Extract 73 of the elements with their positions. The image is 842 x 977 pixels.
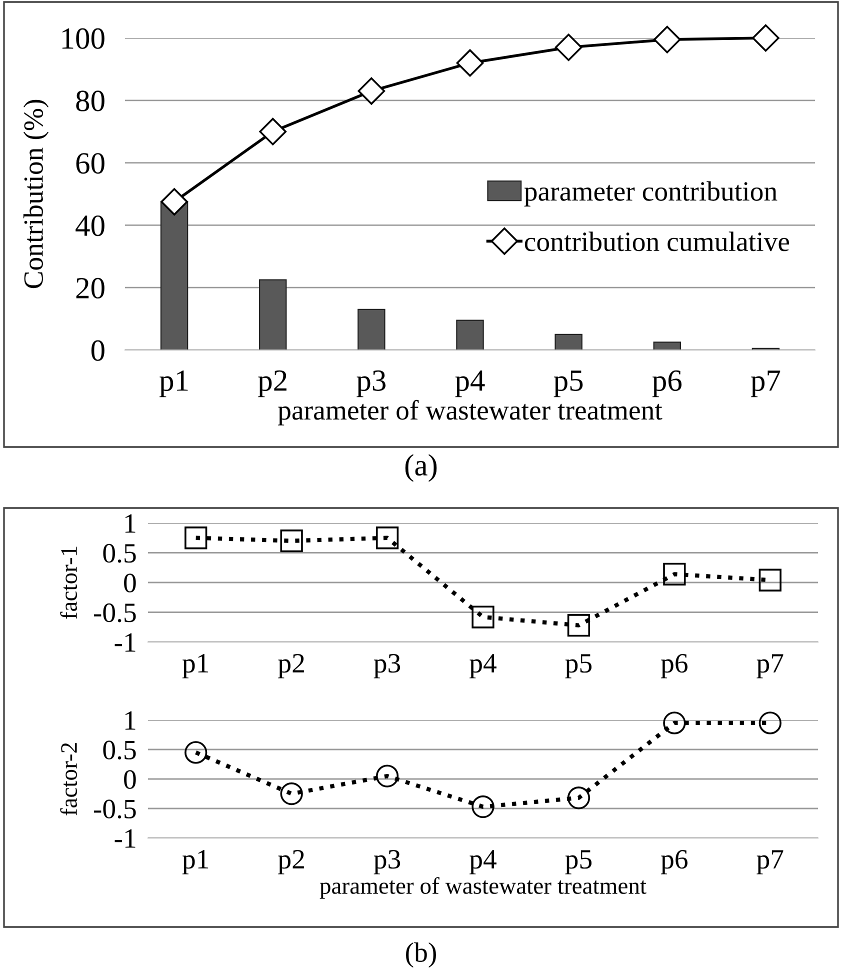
y-tick-label: 1 <box>125 514 136 533</box>
y-tick-label: 100 <box>62 28 104 49</box>
x-tick-label: p5 <box>565 654 592 678</box>
bar <box>653 342 682 350</box>
y-tick-label: 40 <box>76 215 104 236</box>
x-tick-label: p3 <box>374 850 400 874</box>
y-tick-label: 0 <box>91 340 104 361</box>
text: (b) <box>406 942 436 968</box>
point <box>567 786 590 810</box>
point <box>663 562 686 586</box>
bar <box>258 279 287 350</box>
y-tick-label: 0.5 <box>103 740 136 760</box>
y-axis-title: factor-1 <box>60 546 78 619</box>
x-tick-label: p6 <box>660 850 688 874</box>
text: (a) <box>405 454 437 482</box>
x-axis-title: parameter of wastewater treatment <box>278 400 662 426</box>
x-tick-label: p7 <box>750 370 780 398</box>
point <box>376 526 399 550</box>
legend-label: contribution cumulative <box>524 232 790 252</box>
y-tick-label: -1 <box>114 633 136 652</box>
x-tick-label: p4 <box>470 850 496 874</box>
x-tick-label: p6 <box>652 370 682 398</box>
point <box>758 712 782 734</box>
bar <box>456 320 484 350</box>
y-tick-label: 1 <box>125 711 136 730</box>
y-tick-label: 0.5 <box>103 544 136 563</box>
point <box>280 530 303 552</box>
x-tick-label: p6 <box>660 654 688 678</box>
point <box>663 712 686 734</box>
x-tick-label: p1 <box>182 850 208 874</box>
point <box>358 77 386 105</box>
bar <box>160 201 188 350</box>
y-tick-label: 60 <box>76 153 104 174</box>
bar <box>554 334 582 350</box>
y-tick-label: 0 <box>124 574 136 592</box>
x-axis-title: parameter of wastewater treatment <box>320 877 646 899</box>
y-axis-title: Contribution (%) <box>23 100 49 288</box>
point <box>752 24 780 52</box>
y-tick-label: 20 <box>76 278 104 298</box>
point <box>567 614 590 637</box>
x-tick-label: p5 <box>565 850 592 874</box>
x-tick-label: p7 <box>756 850 784 874</box>
x-tick-label: p2 <box>278 654 304 678</box>
bar <box>358 308 386 350</box>
x-tick-label: p2 <box>278 850 304 874</box>
point <box>376 764 399 788</box>
point <box>472 795 494 818</box>
x-tick-label: p4 <box>455 370 485 398</box>
point <box>184 741 208 764</box>
point <box>259 118 287 146</box>
y-tick-label: -0.5 <box>94 603 136 622</box>
point <box>456 49 484 77</box>
legend-label: parameter contribution <box>524 181 778 206</box>
point <box>653 26 681 54</box>
point <box>472 606 494 628</box>
x-tick-label: p1 <box>160 370 188 398</box>
point <box>160 188 188 216</box>
point <box>280 782 303 806</box>
y-axis-title: factor-2 <box>60 743 78 816</box>
x-tick-label: p2 <box>258 370 286 398</box>
x-tick-label: p1 <box>182 654 208 678</box>
point <box>184 526 208 550</box>
x-tick-label: p3 <box>356 370 386 398</box>
y-tick-label: -0.5 <box>94 800 136 819</box>
x-tick-label: p4 <box>470 654 496 678</box>
x-tick-label: p7 <box>756 654 784 678</box>
y-tick-label: 0 <box>124 770 136 789</box>
x-tick-label: p5 <box>554 370 583 398</box>
point <box>554 34 582 62</box>
x-tick-label: p3 <box>374 654 400 678</box>
y-tick-label: -1 <box>114 829 136 848</box>
point <box>758 568 782 592</box>
y-tick-label: 80 <box>76 90 104 112</box>
